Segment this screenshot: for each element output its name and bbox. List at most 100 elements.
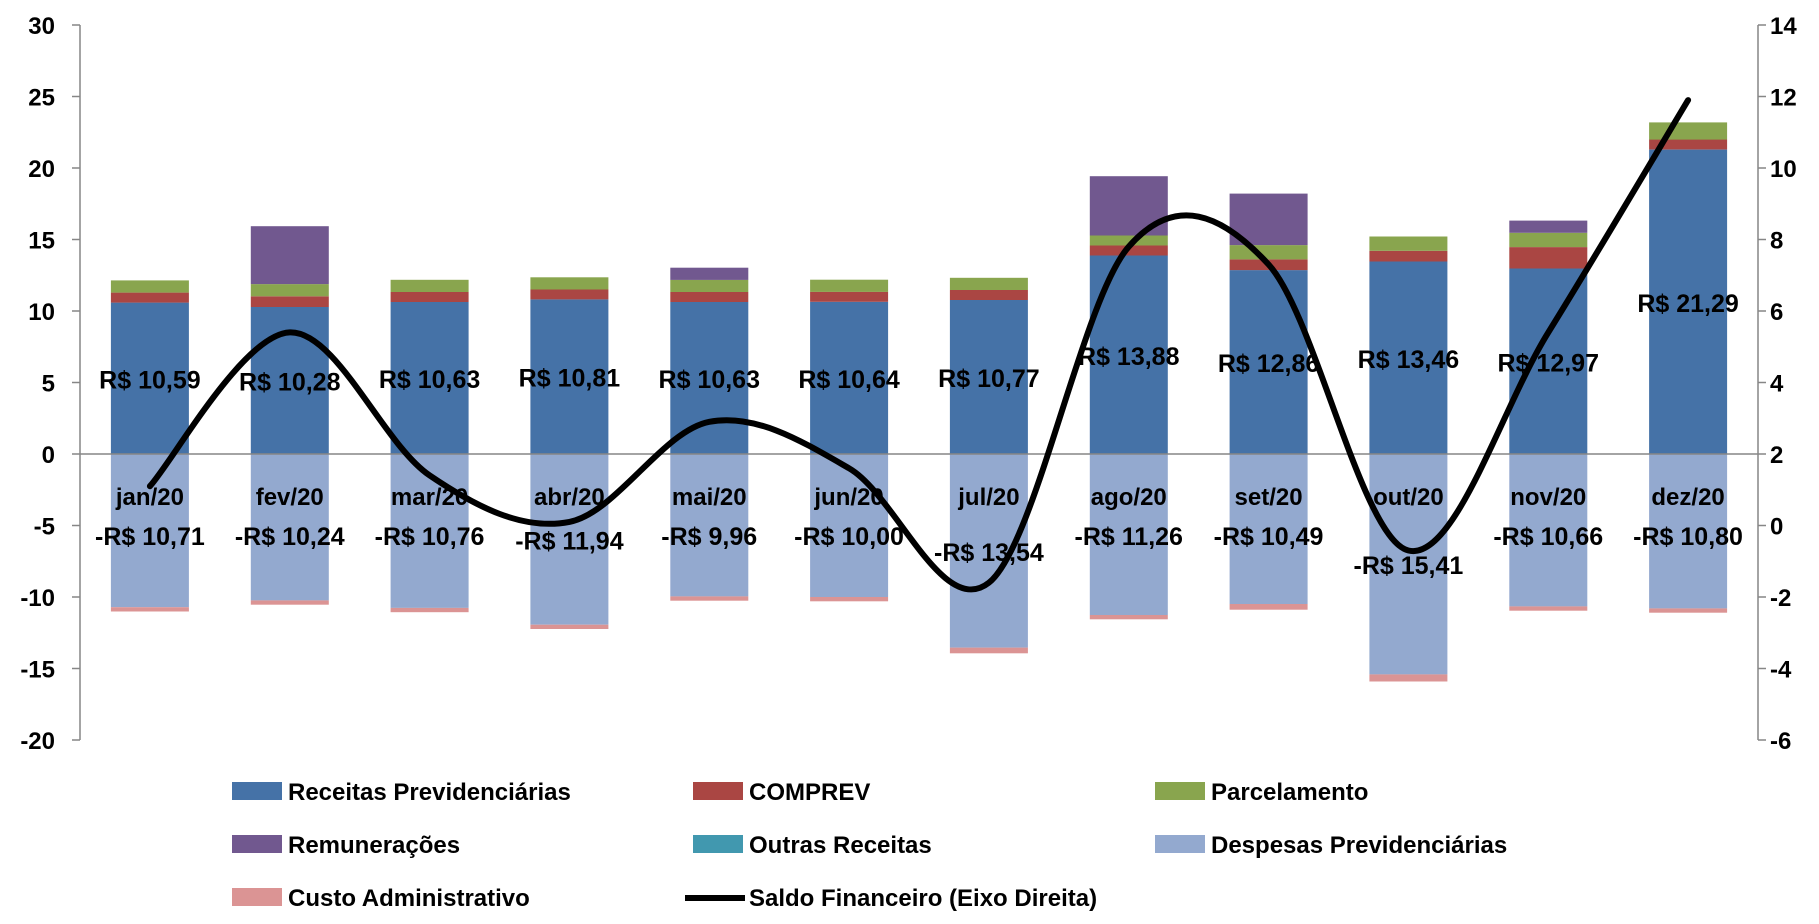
receita-data-label: R$ 10,28 xyxy=(239,368,341,396)
despesa-data-label: -R$ 10,49 xyxy=(1214,523,1324,551)
receita-data-label: R$ 12,86 xyxy=(1218,350,1319,378)
bar-receitas-previdenciarias-3 xyxy=(530,299,609,454)
right-tick-label: 0 xyxy=(1770,514,1783,541)
bars-layer xyxy=(110,122,1728,682)
bar-comprev-5 xyxy=(810,291,889,302)
legend-label: Custo Administrativo xyxy=(288,885,530,912)
left-tick-label: -20 xyxy=(20,728,55,755)
legend-swatch xyxy=(1155,782,1205,800)
legend-label: Outras Receitas xyxy=(749,832,932,859)
bar-custo-administrativo-7 xyxy=(1089,615,1168,620)
bar-parcelamento-4 xyxy=(670,279,749,292)
bar-despesas-previdenciarias-5 xyxy=(810,454,889,597)
receita-data-label: R$ 13,88 xyxy=(1078,343,1180,371)
bar-receitas-previdenciarias-2 xyxy=(390,302,469,454)
bar-despesas-previdenciarias-11 xyxy=(1649,454,1728,609)
bar-custo-administrativo-1 xyxy=(250,600,329,605)
bar-despesas-previdenciarias-0 xyxy=(110,454,189,608)
bar-receitas-previdenciarias-8 xyxy=(1229,270,1308,454)
bar-despesas-previdenciarias-4 xyxy=(670,454,749,597)
right-tick-label: 8 xyxy=(1770,228,1783,255)
despesa-data-label: -R$ 9,96 xyxy=(661,523,757,551)
left-tick-label: -10 xyxy=(20,585,55,612)
receita-data-label: R$ 13,46 xyxy=(1358,346,1459,374)
bar-receitas-previdenciarias-11 xyxy=(1649,149,1728,454)
despesa-data-label: -R$ 10,80 xyxy=(1633,523,1743,551)
receita-data-label: R$ 10,63 xyxy=(379,366,480,394)
bar-custo-administrativo-10 xyxy=(1509,606,1588,611)
right-tick-label: 12 xyxy=(1770,85,1797,112)
bar-parcelamento-2 xyxy=(390,279,469,292)
category-label: abr/20 xyxy=(534,484,605,511)
left-tick-label: 30 xyxy=(28,13,55,40)
receita-data-label: R$ 21,29 xyxy=(1637,290,1738,318)
legend-swatch xyxy=(693,835,743,853)
bar-remuneracoes-1 xyxy=(250,226,329,285)
despesa-data-label: -R$ 10,76 xyxy=(375,523,485,551)
bar-receitas-previdenciarias-10 xyxy=(1509,268,1588,454)
bar-custo-administrativo-2 xyxy=(390,607,469,613)
bar-comprev-9 xyxy=(1369,250,1448,262)
receita-data-label: R$ 10,63 xyxy=(659,366,760,394)
bar-receitas-previdenciarias-9 xyxy=(1369,261,1448,454)
bar-receitas-previdenciarias-6 xyxy=(949,300,1028,454)
category-label: jul/20 xyxy=(957,484,1019,511)
right-tick-label: 4 xyxy=(1770,371,1784,398)
bar-despesas-previdenciarias-3 xyxy=(530,454,609,625)
bar-custo-administrativo-3 xyxy=(530,624,609,629)
bar-comprev-3 xyxy=(530,289,609,300)
legend-swatch xyxy=(693,782,743,800)
bar-custo-administrativo-8 xyxy=(1229,604,1308,610)
receita-data-label: R$ 12,97 xyxy=(1498,349,1599,377)
bar-receitas-previdenciarias-5 xyxy=(810,301,889,454)
legend-swatch xyxy=(232,835,282,853)
receita-data-label: R$ 10,59 xyxy=(99,366,200,394)
receita-data-label: R$ 10,77 xyxy=(938,365,1039,393)
bar-parcelamento-5 xyxy=(810,279,889,292)
bar-remuneracoes-10 xyxy=(1509,220,1588,233)
despesa-data-label: -R$ 13,54 xyxy=(934,539,1044,567)
category-label: set/20 xyxy=(1235,484,1303,511)
bar-comprev-2 xyxy=(390,292,469,302)
bar-comprev-6 xyxy=(949,290,1028,300)
bar-comprev-10 xyxy=(1509,247,1588,269)
category-label: nov/20 xyxy=(1510,484,1586,511)
despesa-data-label: -R$ 10,24 xyxy=(235,523,345,551)
right-tick-label: 10 xyxy=(1770,156,1797,183)
legend-swatch xyxy=(1155,835,1205,853)
bar-despesas-previdenciarias-2 xyxy=(390,454,469,608)
bar-comprev-11 xyxy=(1649,139,1728,150)
despesa-data-label: -R$ 11,26 xyxy=(1075,523,1183,551)
bar-comprev-0 xyxy=(110,292,189,303)
bar-custo-administrativo-4 xyxy=(670,596,749,601)
right-tick-label: 6 xyxy=(1770,299,1783,326)
bar-receitas-previdenciarias-4 xyxy=(670,302,749,454)
legend-label: Remunerações xyxy=(288,832,460,859)
right-tick-label: -6 xyxy=(1770,728,1791,755)
bar-parcelamento-7 xyxy=(1089,235,1168,246)
right-tick-label: 14 xyxy=(1770,13,1797,40)
bar-custo-administrativo-6 xyxy=(949,647,1028,654)
saldo-financeiro-line xyxy=(146,97,1692,593)
left-tick-label: -5 xyxy=(34,514,55,541)
right-tick-label: -2 xyxy=(1770,585,1791,612)
legend-label: Despesas Previdenciárias xyxy=(1211,832,1507,859)
legend-label: Parcelamento xyxy=(1211,779,1368,806)
right-tick-label: 2 xyxy=(1770,442,1783,469)
despesa-data-label: -R$ 10,71 xyxy=(95,523,205,551)
legend-label: Saldo Financeiro (Eixo Direita) xyxy=(749,885,1097,912)
bar-remuneracoes-4 xyxy=(670,267,749,280)
left-tick-label: 0 xyxy=(42,442,55,469)
left-tick-label: -15 xyxy=(20,657,55,684)
bar-parcelamento-9 xyxy=(1369,236,1448,251)
category-label: fev/20 xyxy=(256,484,324,511)
bar-custo-administrativo-5 xyxy=(810,597,889,602)
bar-parcelamento-8 xyxy=(1229,245,1308,260)
bar-despesas-previdenciarias-10 xyxy=(1509,454,1588,607)
bar-parcelamento-0 xyxy=(110,280,189,293)
bar-despesas-previdenciarias-9 xyxy=(1369,454,1448,675)
category-label: ago/20 xyxy=(1091,484,1167,511)
